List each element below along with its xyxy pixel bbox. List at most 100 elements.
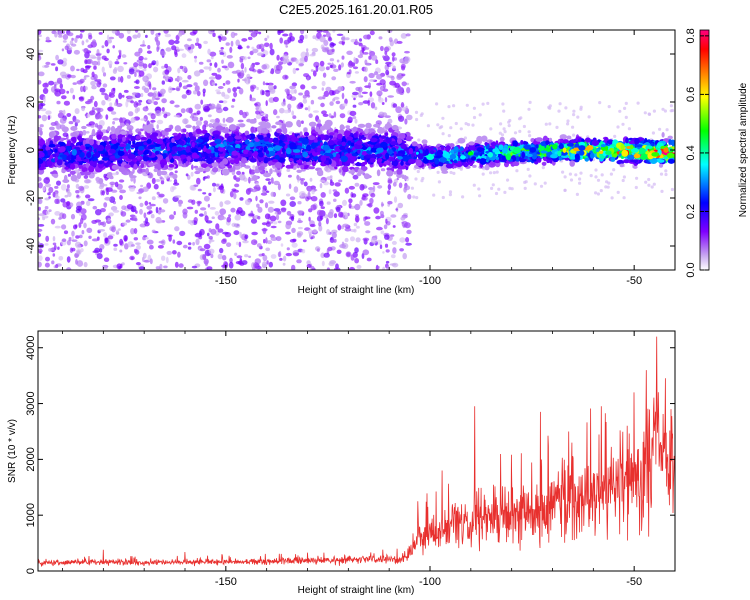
- heatmap-cell: [66, 201, 71, 206]
- heatmap-cell: [143, 212, 147, 219]
- heatmap-cell: [377, 97, 384, 103]
- heatmap-cell: [258, 31, 262, 35]
- heatmap-cell: [572, 109, 576, 113]
- heatmap-cell: [94, 123, 99, 128]
- heatmap-cell: [363, 34, 370, 40]
- heatmap-cell: [58, 88, 66, 95]
- heatmap-cell: [201, 129, 208, 134]
- heatmap-cell: [264, 42, 270, 48]
- heatmap-cell: [113, 67, 118, 72]
- heatmap-cell: [298, 63, 304, 67]
- heatmap-cell: [193, 70, 201, 77]
- heatmap-cell: [299, 34, 305, 41]
- heatmap-cell: [254, 62, 260, 66]
- heatmap-cell: [329, 42, 335, 48]
- heatmap-cell: [321, 87, 324, 91]
- heatmap-cell: [109, 181, 116, 186]
- heatmap-cell: [56, 180, 61, 186]
- heatmap-cell: [64, 194, 69, 198]
- heatmap-cell: [163, 113, 168, 119]
- heatmap-cell: [144, 236, 149, 240]
- heatmap-cell: [277, 183, 281, 191]
- heatmap-cell: [235, 241, 239, 246]
- heatmap-cell: [335, 206, 341, 213]
- heatmap-cell: [604, 185, 608, 189]
- heatmap-cell: [566, 122, 570, 126]
- heatmap-cell: [174, 51, 178, 58]
- heatmap-cell: [353, 228, 357, 233]
- heatmap-cell: [318, 65, 326, 72]
- heatmap-cell: [177, 67, 181, 74]
- heatmap-cell: [38, 232, 42, 238]
- heatmap-cell: [41, 114, 48, 122]
- heatmap-cell: [344, 98, 348, 105]
- heatmap-cell: [110, 125, 116, 133]
- heatmap-cell: [329, 58, 335, 62]
- heatmap-cell: [198, 43, 202, 49]
- heatmap-cell: [331, 48, 335, 53]
- heatmap-cell: [232, 87, 237, 93]
- heatmap-cell: [182, 85, 188, 90]
- heatmap-cell: [42, 186, 46, 192]
- heatmap-cell: [104, 237, 109, 244]
- heatmap-cell: [379, 244, 383, 249]
- heatmap-cell: [421, 176, 425, 181]
- heatmap-cell: [45, 110, 52, 115]
- heatmap-cell: [287, 174, 292, 178]
- heatmap-cell: [296, 232, 302, 238]
- heatmap-cell: [292, 67, 297, 75]
- heatmap-cell: [219, 208, 227, 215]
- heatmap-cell: [101, 245, 105, 249]
- heatmap-cell: [214, 211, 220, 216]
- heatmap-cell: [193, 217, 198, 223]
- heatmap-cell: [38, 241, 41, 246]
- heatmap-cell: [319, 179, 326, 183]
- heatmap-cell: [119, 238, 124, 246]
- heatmap-cell: [204, 215, 209, 223]
- heatmap-cell: [125, 219, 131, 223]
- heatmap-cell: [317, 96, 324, 100]
- heatmap-cell: [358, 43, 363, 47]
- heatmap-cell: [106, 174, 114, 179]
- heatmap-cell: [279, 37, 284, 44]
- heatmap-cell: [164, 63, 169, 69]
- heatmap-cell: [392, 103, 398, 108]
- heatmap-cell: [358, 102, 364, 106]
- heatmap-cell: [96, 107, 104, 113]
- heatmap-cell: [138, 62, 145, 67]
- heatmap-cell: [61, 169, 66, 173]
- heatmap-cell: [278, 61, 284, 66]
- heatmap-cell: [196, 37, 200, 43]
- heatmap-cell: [217, 67, 221, 73]
- heatmap-cell: [92, 205, 98, 210]
- heatmap-cell: [248, 255, 252, 258]
- heatmap-cell: [104, 40, 109, 47]
- heatmap-cell: [174, 195, 182, 198]
- heatmap-cell: [263, 239, 266, 244]
- heatmap-cell: [223, 94, 230, 100]
- heatmap-cell: [296, 259, 302, 264]
- heatmap-cell: [285, 252, 292, 257]
- heatmap-cell: [247, 78, 251, 84]
- heatmap-cell: [598, 101, 602, 105]
- heatmap-cell: [83, 240, 88, 247]
- heatmap-cell: [391, 52, 396, 57]
- heatmap-cell: [244, 199, 251, 206]
- heatmap-cell: [288, 183, 292, 190]
- heatmap-cell: [325, 31, 331, 38]
- heatmap-cell: [320, 102, 325, 108]
- heatmap-cell: [526, 167, 530, 171]
- heatmap-cell: [138, 47, 143, 54]
- heatmap-cell: [352, 91, 359, 96]
- heatmap-cell: [48, 248, 53, 252]
- heatmap-cell: [38, 248, 43, 253]
- heatmap-cell: [142, 236, 147, 241]
- heatmap-cell: [452, 171, 456, 175]
- heatmap-cell: [465, 103, 469, 107]
- heatmap-cell: [266, 143, 273, 148]
- heatmap-cell: [133, 228, 138, 234]
- heatmap-cell: [156, 191, 160, 195]
- heatmap-cell: [327, 37, 333, 42]
- heatmap-cell: [208, 30, 214, 35]
